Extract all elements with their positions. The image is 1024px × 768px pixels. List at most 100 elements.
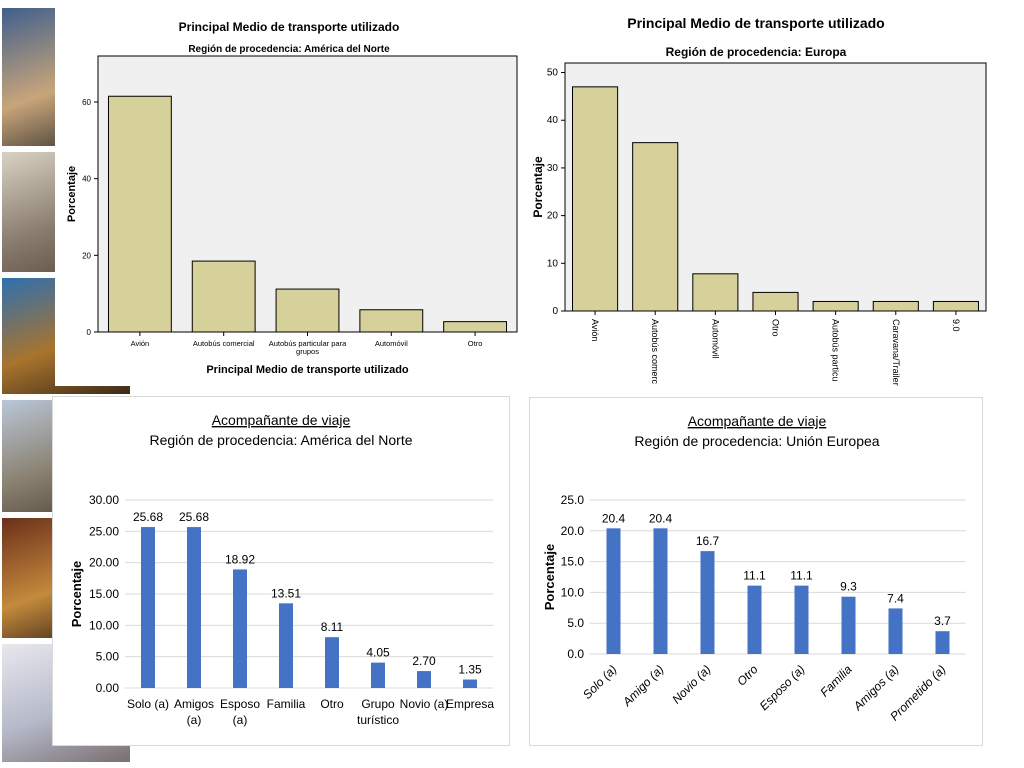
x-tick-label: Otro: [468, 339, 483, 348]
bar: [747, 585, 762, 654]
bar: [417, 671, 431, 688]
x-tick-label: (a): [233, 713, 248, 727]
x-tick-label: Amigos: [174, 697, 214, 711]
data-label: 13.51: [271, 586, 301, 600]
data-label: 20.4: [649, 511, 673, 525]
y-axis-label: Porcentaje: [66, 166, 78, 222]
data-label: 16.7: [696, 534, 720, 548]
y-tick-label: 40: [82, 175, 91, 184]
data-label: 3.7: [934, 614, 951, 628]
x-tick-label: Novio (a): [669, 662, 713, 706]
y-tick-label: 20: [82, 251, 91, 260]
chart-subtitle: Región de procedencia: América del Norte: [188, 44, 390, 55]
x-tick-label: Avión: [131, 339, 150, 348]
bar: [872, 300, 919, 312]
data-label: 25.68: [133, 510, 163, 524]
bar: [359, 309, 424, 333]
bar: [191, 260, 256, 333]
bar: [463, 679, 477, 688]
y-tick-label: 10.00: [89, 618, 119, 632]
bar: [692, 273, 739, 312]
data-label: 18.92: [225, 552, 255, 566]
data-label: 1.35: [458, 663, 482, 677]
x-axis-label: Principal Medio de transporte utilizado: [206, 364, 409, 376]
bar: [653, 528, 668, 654]
bar: [443, 321, 508, 333]
bar: [371, 662, 385, 688]
x-tick-label: Novio (a): [400, 697, 449, 711]
x-tick-label: Automóvil: [375, 339, 408, 348]
bar: [325, 637, 339, 688]
chart-title: Acompañante de viaje: [688, 413, 827, 429]
x-tick-label: Solo (a): [580, 662, 620, 702]
bar: [606, 528, 621, 654]
chart-subtitle: Región de procedencia: América del Norte: [149, 432, 412, 448]
y-tick-label: 0: [552, 306, 558, 317]
bar: [279, 603, 293, 688]
x-tick-label: Familia: [267, 697, 306, 711]
bar: [752, 291, 799, 312]
chart-companion-north-america: Acompañante de viaje Región de procedenci…: [52, 396, 510, 746]
bar: [935, 631, 950, 654]
y-axis-label: Porcentaje: [542, 544, 557, 610]
y-tick-label: 10.0: [561, 585, 585, 599]
chart-title: Principal Medio de transporte utilizado: [179, 20, 400, 34]
y-tick-label: 20: [547, 211, 559, 222]
x-tick-label: Esposo: [220, 697, 260, 711]
x-tick-label: grupos: [296, 347, 319, 356]
chart-transport-europe: Principal Medio de transporte utilizado R…: [528, 8, 996, 400]
bar: [932, 300, 979, 312]
y-tick-label: 5.0: [567, 616, 584, 630]
data-label: 11.1: [743, 569, 766, 583]
bar: [275, 288, 340, 333]
bar: [888, 608, 903, 654]
y-tick-label: 10: [547, 258, 559, 269]
x-tick-label: Otro: [771, 319, 781, 337]
y-tick-label: 30: [547, 163, 559, 174]
chart-title: Acompañante de viaje: [212, 412, 351, 428]
x-tick-label: Otro: [320, 697, 344, 711]
chart-title: Principal Medio de transporte utilizado: [627, 15, 884, 31]
y-tick-label: 30.00: [89, 493, 119, 507]
chart-subtitle: Región de procedencia: Unión Europea: [634, 433, 879, 449]
x-tick-label: Autobús comerc: [650, 319, 660, 385]
x-tick-label: Autobús comercial: [193, 339, 255, 348]
y-axis-label: Porcentaje: [531, 156, 545, 218]
data-label: 4.05: [366, 646, 390, 660]
x-tick-label: Solo (a): [127, 697, 169, 711]
chart-transport-north-america: Principal Medio de transporte utilizado R…: [55, 8, 525, 386]
y-tick-label: 0.0: [567, 647, 584, 661]
x-tick-label: Familia: [817, 662, 854, 699]
bar: [812, 300, 859, 312]
data-label: 20.4: [602, 511, 626, 525]
bar: [233, 569, 247, 688]
y-tick-label: 15.00: [89, 587, 119, 601]
y-tick-label: 0: [87, 328, 92, 337]
y-tick-label: 60: [82, 98, 91, 107]
x-tick-label: Avión: [590, 319, 600, 341]
bar: [141, 527, 155, 688]
x-tick-label: Autobús particular para: [269, 339, 347, 348]
data-label: 25.68: [179, 510, 209, 524]
data-label: 11.1: [790, 569, 813, 583]
plot-area: [564, 62, 987, 312]
x-tick-label: Empresa: [446, 697, 494, 711]
y-tick-label: 15.0: [561, 555, 585, 569]
y-axis-label: Porcentaje: [69, 561, 84, 627]
bar: [841, 596, 856, 654]
bar: [572, 86, 619, 312]
x-tick-label: Amigo (a): [619, 662, 666, 709]
x-tick-label: 9.0: [951, 319, 961, 332]
bar: [187, 527, 201, 688]
y-tick-label: 25.0: [561, 493, 585, 507]
y-tick-label: 25.00: [89, 524, 119, 538]
y-tick-label: 40: [547, 115, 559, 126]
x-tick-label: Automóvil: [710, 319, 720, 359]
x-tick-label: Esposo (a): [757, 662, 808, 713]
bar: [794, 585, 809, 654]
y-tick-label: 50: [547, 68, 559, 79]
data-label: 8.11: [321, 620, 344, 634]
y-tick-label: 20.0: [561, 524, 585, 538]
y-tick-label: 5.00: [96, 650, 120, 664]
chart-subtitle: Región de procedencia: Europa: [666, 45, 847, 59]
